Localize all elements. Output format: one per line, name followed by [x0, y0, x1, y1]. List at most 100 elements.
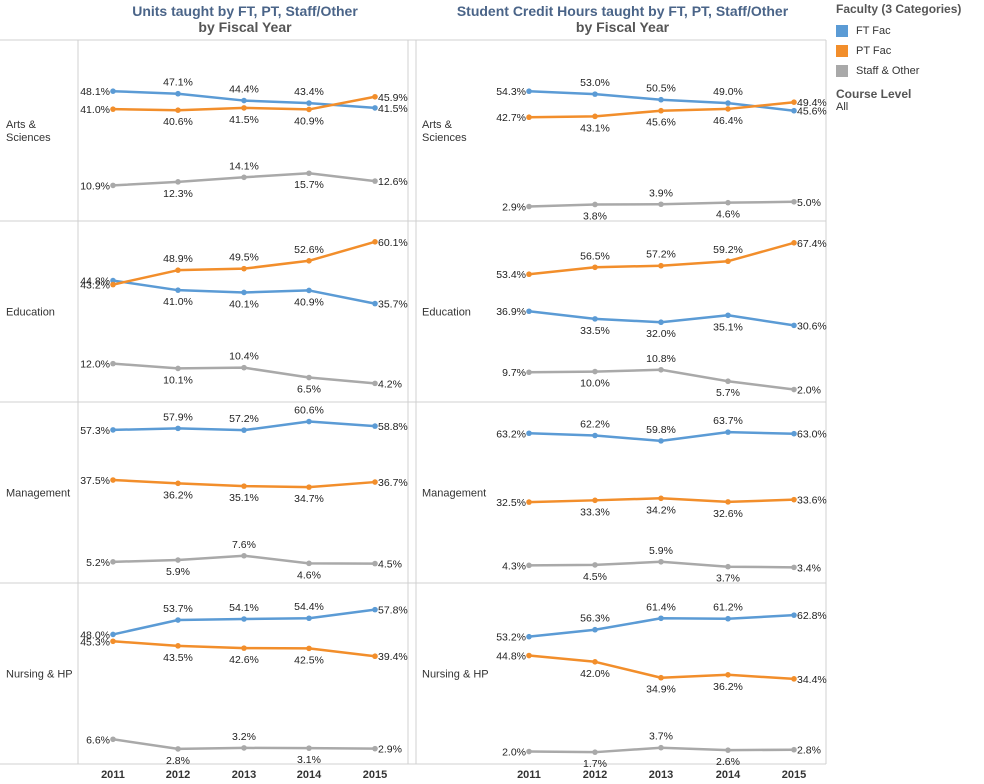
point-sch-management-pt-fac-2015 — [791, 496, 797, 503]
data-label-sch-management-pt-fac-2015: 33.6% — [797, 495, 827, 507]
data-label-units-arts-and-sciences-pt-fac-2014: 40.9% — [294, 115, 324, 127]
point-sch-education-staff-and-other-2012 — [592, 368, 598, 375]
row-label-nursing-and-hp: Nursing & HP — [6, 669, 73, 681]
x-tick-sch-2012: 2012 — [583, 769, 607, 781]
data-label-sch-nursing-and-hp-ft-fac-2015: 62.8% — [797, 610, 827, 622]
point-sch-management-ft-fac-2012 — [592, 432, 598, 439]
point-units-nursing-and-hp-staff-and-other-2015 — [372, 745, 378, 752]
data-label-sch-education-pt-fac-2013: 57.2% — [646, 249, 676, 261]
data-label-units-nursing-and-hp-ft-fac-2013: 54.1% — [229, 602, 259, 614]
point-units-arts-and-sciences-ft-fac-2011 — [110, 88, 116, 94]
point-sch-management-pt-fac-2014 — [725, 499, 731, 505]
x-tick-units-2013: 2013 — [232, 769, 256, 781]
data-label-units-arts-and-sciences-pt-fac-2013: 41.5% — [229, 114, 259, 126]
data-label-sch-arts-and-sciences-pt-fac-2015: 49.4% — [797, 97, 827, 109]
point-sch-education-pt-fac-2013 — [658, 262, 664, 269]
point-units-arts-and-sciences-pt-fac-2013 — [241, 105, 247, 111]
x-tick-units-2015: 2015 — [363, 769, 387, 781]
data-label-sch-nursing-and-hp-staff-and-other-2011: 2.0% — [502, 747, 526, 759]
data-label-units-arts-and-sciences-ft-fac-2015: 41.5% — [378, 103, 408, 115]
point-sch-nursing-and-hp-staff-and-other-2014 — [725, 747, 731, 753]
legend-item-staff-other[interactable]: Staff & Other — [836, 61, 984, 81]
data-label-sch-arts-and-sciences-pt-fac-2011: 42.7% — [496, 112, 526, 124]
point-units-education-ft-fac-2014 — [306, 287, 312, 294]
course-level-label: Course Level — [836, 87, 912, 101]
data-label-units-education-staff-and-other-2012: 10.1% — [163, 374, 193, 386]
point-units-education-pt-fac-2015 — [372, 239, 378, 245]
legend-title: Faculty (3 Categories) — [836, 2, 962, 16]
data-label-units-management-pt-fac-2012: 36.2% — [163, 489, 193, 501]
data-label-units-arts-and-sciences-pt-fac-2012: 40.6% — [163, 116, 193, 128]
point-units-management-ft-fac-2011 — [110, 427, 116, 433]
data-label-units-nursing-and-hp-ft-fac-2011: 48.0% — [80, 629, 110, 641]
data-label-sch-education-pt-fac-2011: 53.4% — [496, 269, 526, 281]
data-label-units-management-staff-and-other-2011: 5.2% — [86, 557, 110, 569]
legend: Faculty (3 Categories) FT Fac PT Fac Sta… — [836, 2, 984, 113]
data-label-sch-nursing-and-hp-ft-fac-2011: 53.2% — [496, 632, 526, 644]
legend-item-pt-fac[interactable]: PT Fac — [836, 41, 984, 61]
point-units-management-staff-and-other-2012 — [175, 557, 181, 563]
data-label-units-management-ft-fac-2011: 57.3% — [80, 425, 110, 437]
data-label-units-nursing-and-hp-ft-fac-2015: 57.8% — [378, 605, 408, 617]
data-label-sch-management-ft-fac-2015: 63.0% — [797, 429, 827, 441]
legend-item-ft-fac[interactable]: FT Fac — [836, 21, 984, 41]
point-units-arts-and-sciences-staff-and-other-2012 — [175, 179, 181, 185]
data-label-sch-management-pt-fac-2013: 34.2% — [646, 504, 676, 516]
point-units-management-pt-fac-2011 — [110, 477, 116, 483]
data-label-units-arts-and-sciences-pt-fac-2015: 45.9% — [378, 92, 408, 104]
data-label-sch-arts-and-sciences-ft-fac-2011: 54.3% — [496, 86, 526, 98]
point-sch-education-ft-fac-2012 — [592, 316, 598, 322]
data-label-sch-management-pt-fac-2011: 32.5% — [496, 497, 526, 509]
data-label-units-arts-and-sciences-pt-fac-2011: 41.0% — [80, 104, 110, 116]
data-label-sch-nursing-and-hp-staff-and-other-2012: 1.7% — [583, 758, 607, 770]
point-sch-education-pt-fac-2014 — [725, 258, 731, 265]
point-sch-nursing-and-hp-pt-fac-2015 — [791, 676, 797, 682]
legend-swatch-ft-fac — [836, 25, 848, 37]
point-sch-nursing-and-hp-pt-fac-2014 — [725, 672, 731, 678]
point-units-arts-and-sciences-pt-fac-2014 — [306, 106, 312, 113]
point-units-management-staff-and-other-2013 — [241, 552, 247, 559]
data-label-units-management-pt-fac-2013: 35.1% — [229, 492, 259, 504]
point-units-education-pt-fac-2014 — [306, 258, 312, 264]
point-units-management-ft-fac-2014 — [306, 418, 312, 425]
data-label-units-education-ft-fac-2012: 41.0% — [163, 296, 193, 308]
point-sch-management-ft-fac-2014 — [725, 429, 731, 435]
data-label-sch-arts-and-sciences-ft-fac-2015: 45.6% — [797, 106, 827, 118]
point-sch-management-staff-and-other-2015 — [791, 564, 797, 571]
point-sch-education-staff-and-other-2015 — [791, 386, 797, 393]
point-sch-nursing-and-hp-staff-and-other-2011 — [526, 748, 532, 755]
point-sch-nursing-and-hp-staff-and-other-2013 — [658, 744, 664, 751]
data-label-units-arts-and-sciences-staff-and-other-2011: 10.9% — [80, 180, 110, 192]
legend-label-staff-other: Staff & Other — [856, 65, 920, 77]
x-tick-sch-2013: 2013 — [649, 769, 673, 781]
row-label-education: Education — [422, 307, 471, 319]
legend-swatch-pt-fac — [836, 45, 848, 57]
point-units-management-pt-fac-2014 — [306, 484, 312, 490]
data-label-units-nursing-and-hp-pt-fac-2015: 39.4% — [378, 651, 408, 663]
legend-swatch-staff-other — [836, 65, 848, 77]
point-units-management-pt-fac-2012 — [175, 480, 181, 487]
course-level-value[interactable]: All — [836, 101, 849, 113]
data-label-sch-education-staff-and-other-2014: 5.7% — [716, 387, 740, 399]
row-label-arts-and-sciences: Sciences — [6, 132, 51, 144]
point-units-education-pt-fac-2011 — [110, 281, 116, 288]
data-label-sch-arts-and-sciences-staff-and-other-2013: 3.9% — [649, 187, 673, 199]
point-sch-management-staff-and-other-2012 — [592, 562, 598, 568]
row-label-arts-and-sciences: Sciences — [422, 132, 467, 144]
data-label-sch-education-ft-fac-2013: 32.0% — [646, 328, 676, 340]
data-label-units-management-pt-fac-2014: 34.7% — [294, 493, 324, 505]
right-chart-title-line1: Student Credit Hours taught by FT, PT, S… — [456, 3, 789, 19]
x-tick-sch-2014: 2014 — [716, 769, 741, 781]
data-label-units-education-staff-and-other-2013: 10.4% — [229, 351, 259, 363]
point-sch-arts-and-sciences-staff-and-other-2013 — [658, 201, 664, 208]
point-units-education-ft-fac-2015 — [372, 300, 378, 307]
point-units-management-pt-fac-2013 — [241, 483, 247, 489]
point-sch-nursing-and-hp-ft-fac-2011 — [526, 633, 532, 640]
data-label-sch-nursing-and-hp-pt-fac-2011: 44.8% — [496, 651, 526, 663]
data-label-sch-education-staff-and-other-2011: 9.7% — [502, 367, 526, 379]
point-units-arts-and-sciences-pt-fac-2011 — [110, 106, 116, 112]
data-label-sch-management-staff-and-other-2011: 4.3% — [502, 560, 526, 572]
row-label-arts-and-sciences: Arts & — [422, 119, 453, 131]
data-label-sch-arts-and-sciences-pt-fac-2014: 46.4% — [713, 115, 743, 127]
point-sch-education-pt-fac-2012 — [592, 264, 598, 271]
